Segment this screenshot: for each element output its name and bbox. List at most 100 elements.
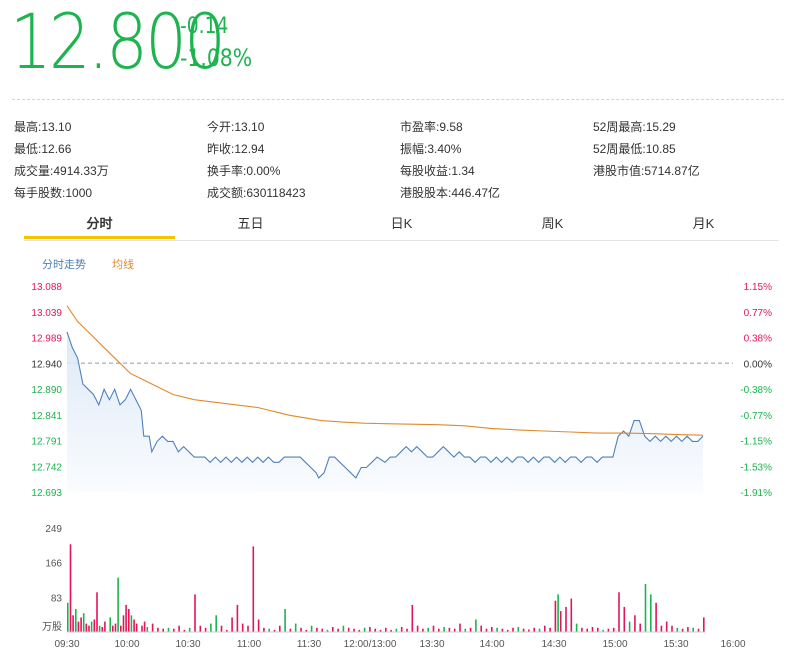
stat-label: 换手率: [207, 164, 247, 178]
stat-label: 每股收益: [400, 164, 452, 178]
volume-bar [88, 625, 90, 632]
stat-item: 最低:12.66 [14, 140, 71, 157]
tab-3[interactable]: 周K [541, 216, 564, 231]
volume-bar [480, 625, 482, 632]
stat-value: 3.40% [427, 142, 462, 156]
tab-1[interactable]: 五日 [237, 216, 264, 231]
volume-bar [692, 627, 694, 632]
volume-bar [554, 600, 557, 632]
header-divider [12, 99, 784, 100]
volume-bar [443, 627, 445, 632]
stat-value: 10.85 [645, 142, 676, 156]
volume-bar [188, 627, 191, 632]
time-tick-label: 10:30 [175, 639, 200, 650]
time-tick-label: 14:00 [479, 639, 504, 650]
tab-0[interactable]: 分时 [24, 212, 175, 239]
legend-price-line: 分时走势 [42, 259, 86, 271]
volume-bar [284, 609, 286, 632]
percent-tick-label: 0.00% [744, 359, 772, 370]
price-tick-label: 12.940 [31, 359, 62, 370]
volume-bar [358, 629, 361, 632]
volume-bar [353, 628, 355, 632]
volume-bar [112, 625, 114, 632]
percent-tick-label: -1.91% [740, 488, 772, 499]
volume-bar [220, 625, 223, 632]
volume-bar [173, 628, 175, 632]
volume-bar [93, 619, 96, 632]
volume-bar [77, 621, 80, 632]
percent-tick-label: -0.38% [740, 385, 772, 396]
stat-item: 港股股本:446.47亿 [400, 184, 500, 201]
time-tick-label: 16:00 [720, 639, 745, 650]
volume-bar [533, 627, 535, 632]
volume-bar [618, 592, 620, 632]
volume-bar [128, 609, 130, 632]
stat-label: 52周最低: [593, 142, 646, 156]
volume-bar [491, 627, 493, 632]
volume-bar [411, 604, 414, 632]
volume-bar [337, 628, 339, 632]
volume-bar [310, 625, 313, 632]
volume-bar [687, 627, 689, 632]
volume-bar [469, 627, 472, 632]
volume-tick-label: 249 [45, 524, 62, 535]
stat-label: 昨收: [207, 142, 235, 156]
volume-bar [305, 629, 308, 632]
volume-bar [374, 628, 376, 632]
tab-2[interactable]: 日K [390, 216, 413, 231]
volume-bar [390, 629, 392, 632]
volume-bar [236, 604, 239, 632]
volume-bar [114, 623, 117, 632]
volume-bar [143, 621, 146, 632]
volume-bar [80, 617, 82, 632]
volume-bar [162, 628, 164, 632]
volume-bar [90, 621, 93, 632]
stat-item: 每手股数:1000 [14, 184, 92, 201]
stat-value: 9.58 [439, 120, 463, 134]
volume-bar [703, 617, 705, 632]
volume-bar [634, 615, 636, 632]
volume-bar [120, 625, 122, 632]
volume-bar [496, 627, 498, 632]
volume-bar [369, 627, 371, 632]
volume-bar [273, 629, 276, 632]
stat-item: 成交量:4914.33万 [14, 162, 109, 179]
volume-bar [167, 627, 170, 632]
volume-bar [231, 617, 233, 632]
volume-tick-label: 83 [51, 593, 63, 604]
time-tick-label: 14:30 [541, 639, 566, 650]
volume-bar [432, 625, 435, 632]
percent-tick-label: -1.15% [740, 437, 772, 448]
volume-bar [289, 628, 292, 632]
volume-bar [342, 625, 345, 632]
volume-bar [363, 627, 366, 632]
price-tick-label: 13.088 [31, 282, 62, 293]
percent-tick-label: -0.77% [740, 411, 772, 422]
volume-bar [109, 617, 111, 632]
time-tick-label: 15:30 [663, 639, 688, 650]
time-tick-label: 12:00/13:00 [344, 639, 397, 650]
volume-bar [607, 628, 610, 632]
volume-bar [697, 628, 700, 632]
volume-bar [379, 629, 382, 632]
stat-value: 630118423 [246, 186, 306, 200]
tab-4[interactable]: 月K [692, 216, 715, 231]
volume-bar [676, 627, 679, 632]
price-tick-label: 12.841 [31, 411, 62, 422]
stat-label: 港股股本: [400, 186, 452, 200]
stat-label: 港股市值: [593, 164, 645, 178]
time-tick-label: 15:00 [602, 639, 627, 650]
volume-bar [133, 619, 135, 632]
volume-bar [69, 544, 72, 632]
volume-bar [575, 623, 578, 632]
volume-bar [406, 628, 408, 632]
stat-value: 13.10 [234, 120, 265, 134]
volume-unit-label: 万股 [42, 621, 62, 633]
volume-bar [326, 629, 329, 632]
volume-bar [559, 611, 562, 632]
volume-bar [257, 619, 260, 632]
price-tick-label: 12.890 [31, 385, 62, 396]
volume-bar [438, 628, 440, 632]
volume-bar [602, 629, 604, 632]
volume-bar [300, 627, 302, 632]
